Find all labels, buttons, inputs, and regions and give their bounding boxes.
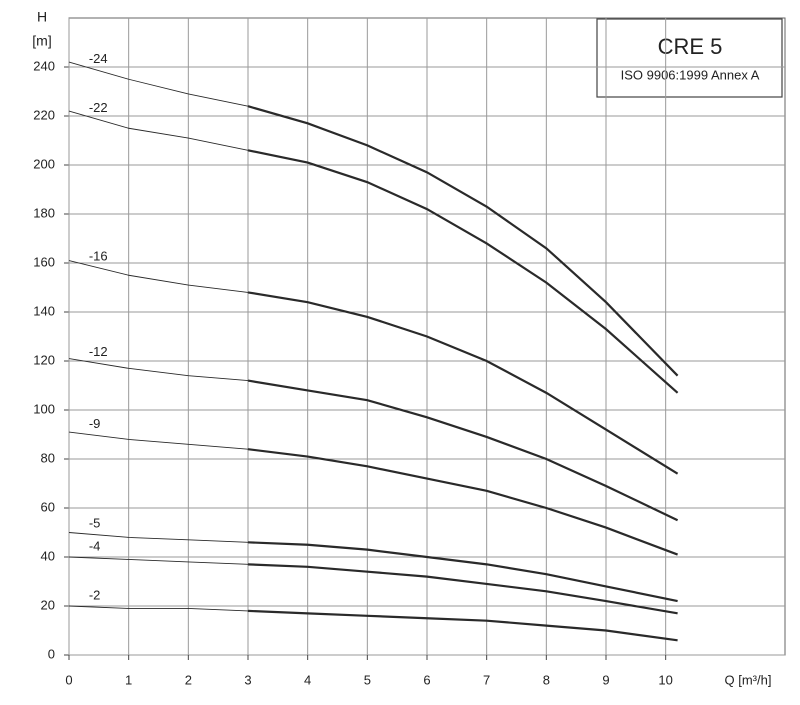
y-tick-label: 40 (41, 548, 55, 563)
curve-thick (247, 105, 679, 377)
curve-thick (247, 291, 679, 475)
x-tick-label: 6 (423, 672, 430, 687)
title-box (596, 18, 783, 98)
curve-thick (247, 379, 679, 522)
curve-thin (68, 358, 249, 382)
curve-thick (247, 609, 678, 642)
curve-label: -4 (89, 539, 101, 554)
y-tick-label: 120 (33, 352, 55, 367)
curve-label: -9 (89, 416, 101, 431)
y-tick-label: 60 (41, 499, 55, 514)
x-tick-label: 10 (658, 672, 672, 687)
y-tick-label: 140 (33, 303, 55, 318)
chart-title: CRE 5 (658, 34, 723, 59)
y-axis-label: H (37, 9, 47, 25)
curve-thin (68, 260, 249, 293)
curve-thick (247, 563, 678, 615)
curve-thick (247, 149, 679, 394)
curve-label: -22 (89, 100, 108, 115)
y-axis-unit: [m] (32, 33, 51, 49)
x-tick-label: 5 (364, 672, 371, 687)
curve-thin (68, 605, 249, 612)
curve-label: -12 (89, 344, 108, 359)
y-tick-label: 20 (41, 597, 55, 612)
chart-subtitle: ISO 9906:1999 Annex A (621, 67, 760, 82)
x-tick-label: 2 (185, 672, 192, 687)
x-tick-label: 3 (244, 672, 251, 687)
y-tick-label: 240 (33, 58, 55, 73)
y-tick-label: 200 (33, 156, 55, 171)
y-tick-label: 180 (33, 205, 55, 220)
curve-label: -2 (89, 588, 101, 603)
x-axis-label: Q [m³/h] (725, 672, 772, 687)
y-tick-label: 0 (48, 646, 55, 661)
curve-thin (68, 431, 249, 450)
y-tick-label: 160 (33, 254, 55, 269)
curve-label: -24 (89, 51, 108, 66)
x-tick-label: 0 (65, 672, 72, 687)
x-tick-label: 7 (483, 672, 490, 687)
curve-thick (247, 541, 678, 603)
curve-label: -16 (89, 248, 108, 263)
x-tick-label: 9 (602, 672, 609, 687)
curve-thin (68, 110, 249, 151)
curve-label: -5 (89, 515, 101, 530)
x-tick-label: 8 (543, 672, 550, 687)
curve-thick (247, 448, 678, 556)
x-tick-label: 1 (125, 672, 132, 687)
y-tick-label: 80 (41, 450, 55, 465)
x-tick-label: 4 (304, 672, 311, 687)
y-tick-label: 220 (33, 107, 55, 122)
curve-thin (68, 61, 249, 107)
curve-thin (68, 532, 249, 543)
y-tick-label: 100 (33, 401, 55, 416)
curve-thin (68, 556, 249, 565)
